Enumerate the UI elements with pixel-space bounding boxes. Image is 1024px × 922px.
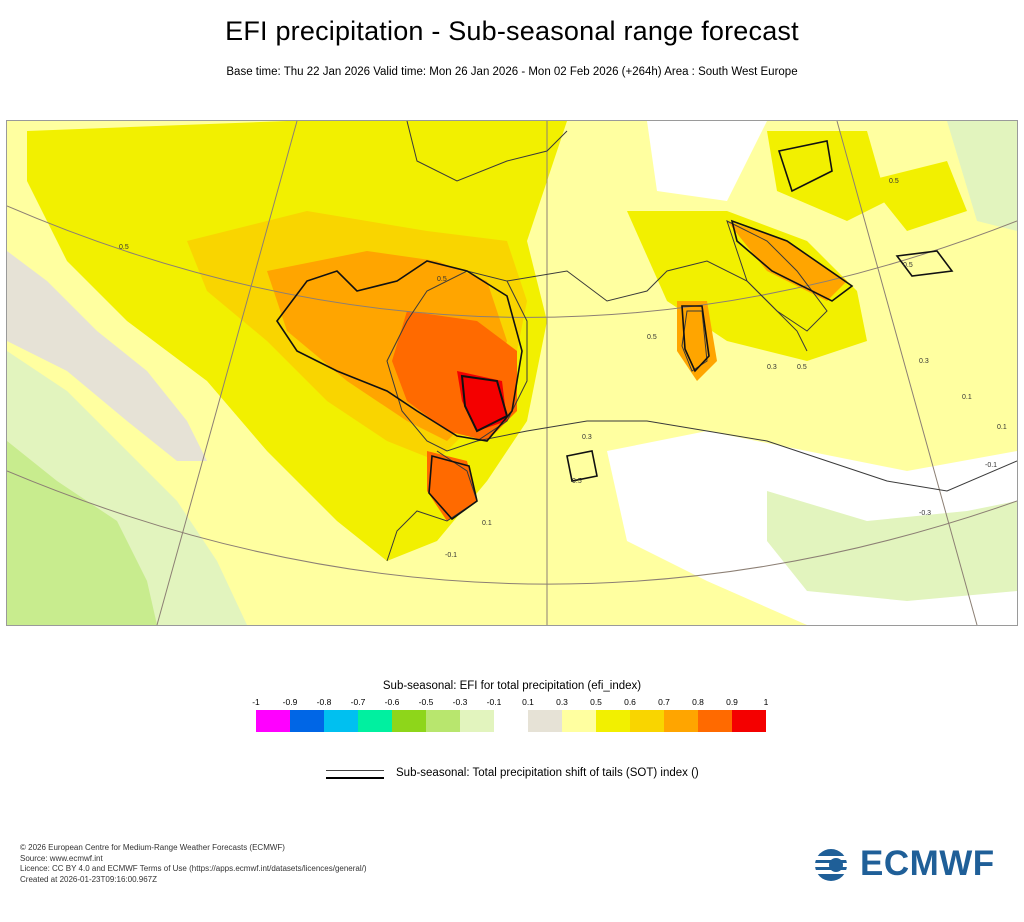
legend-tick-label: -0.8	[316, 697, 332, 707]
coast-italy	[726, 220, 828, 332]
contour-label: -0.1	[985, 462, 997, 469]
legend-swatch	[358, 710, 392, 732]
efi-map[interactable]: 0.5 0.5 0.3 0.5 0.3 0.3 0.5 0.5 -0.1 0.1…	[6, 120, 1018, 626]
contour-label: 0.5	[119, 244, 129, 251]
footer-created: Created at 2026-01-23T09:16:00.967Z	[20, 874, 157, 884]
contour-label: 0.5	[647, 334, 657, 341]
sot-contour-greece	[895, 250, 954, 277]
legend-tick-label: -0.3	[452, 697, 468, 707]
sot-contour-alps	[777, 140, 833, 193]
contour-labels: 0.5 0.5 0.3 0.5 0.3 0.3 0.5 0.5 -0.1 0.1…	[119, 178, 1007, 559]
legend-tick-label: 0.8	[692, 697, 704, 707]
contour-label: 0.3	[767, 364, 777, 371]
efi-0.5-region-italy	[627, 211, 867, 361]
neutral-band-atlantic	[7, 251, 207, 461]
sot-legend-label: Sub-seasonal: Total precipitation shift …	[396, 767, 699, 779]
graticule-parallel-1	[7, 205, 1017, 318]
legend-swatch	[732, 710, 766, 732]
legend-title: Sub-seasonal: EFI for total precipitatio…	[382, 680, 642, 692]
sot-contour-italy	[730, 219, 854, 302]
graticule-meridian-east	[836, 121, 978, 625]
legend-tick-label: -0.7	[350, 697, 366, 707]
legend-tick-label: 0.3	[556, 697, 568, 707]
legend-swatch	[324, 710, 358, 732]
contour-label: 0.5	[437, 276, 447, 283]
legend-swatch	[256, 710, 290, 732]
legend-tick-label: -0.1	[486, 697, 502, 707]
legend-swatch	[290, 710, 324, 732]
legend-swatch	[562, 710, 596, 732]
chart-subtitle: Base time: Thu 22 Jan 2026 Valid time: M…	[226, 66, 798, 78]
sot-legend-line-thick	[326, 777, 384, 779]
chart-title: EFI precipitation - Sub-seasonal range f…	[225, 16, 799, 46]
legend-swatch	[698, 710, 732, 732]
contour-label: 0.5	[903, 262, 913, 269]
footer: © 2026 European Centre for Medium-Range …	[20, 843, 367, 885]
sot-contour-sardinia	[681, 305, 710, 373]
legend-swatch	[528, 710, 562, 732]
map-canvas: 0.5 0.5 0.3 0.5 0.3 0.3 0.5 0.5 -0.1 0.1…	[7, 121, 1017, 625]
contour-label: 0.1	[997, 424, 1007, 431]
graticule	[7, 121, 1017, 625]
central-europe-neutral	[647, 121, 767, 201]
footer-copyright: © 2026 European Centre for Medium-Range …	[20, 843, 285, 852]
ecmwf-logo-text: ECMWF	[860, 844, 995, 883]
contour-label: -0.1	[445, 552, 457, 559]
north-africa-dry	[767, 491, 1017, 601]
footer-licence: Licence: CC BY 4.0 and ECMWF Terms of Us…	[20, 864, 367, 873]
legend-ticks: -1 -0.9 -0.8 -0.7 -0.6 -0.5 -0.3 -0.1 0.1 0.3 0.5 0…	[252, 697, 776, 709]
contour-label: 0.3	[582, 434, 592, 441]
coast-iberia	[386, 270, 528, 452]
legend-tick-label: -0.9	[282, 697, 298, 707]
graticule-meridian-west	[156, 121, 298, 625]
contour-label: 0.5	[572, 478, 582, 485]
legend-tick-label: 0.7	[658, 697, 670, 707]
legend-tick-label: -1	[252, 697, 260, 707]
contour-label: -0.3	[919, 510, 931, 517]
east-europe-dry	[947, 121, 1017, 231]
sot-legend-line-thin	[326, 770, 384, 771]
efi-0.5-region-alps	[767, 131, 887, 221]
efi-0.8-region-gibraltar	[427, 451, 477, 521]
sot-contours	[276, 140, 954, 521]
legend-tick-label: 0.5	[590, 697, 602, 707]
graticule-parallel-2	[7, 470, 1017, 585]
legend-swatch	[426, 710, 460, 732]
legend-swatch	[494, 710, 528, 732]
coast-north-africa	[476, 420, 1017, 492]
sot-contour-iberia	[276, 260, 523, 442]
legend-colorbar	[256, 710, 768, 732]
legend-tick-label: 0.9	[726, 697, 738, 707]
efi-0.5-region-balkans	[867, 161, 967, 231]
legend-swatch	[630, 710, 664, 732]
coast-mediterranean-north	[506, 260, 808, 352]
sot-contour-gibraltar	[428, 454, 478, 521]
legend-tick-label: 0.1	[522, 697, 534, 707]
contour-label: 0.3	[919, 358, 929, 365]
ecmwf-logo-icon	[814, 849, 858, 881]
coastlines	[386, 121, 1017, 562]
coast-morocco	[386, 450, 478, 562]
legend-tick-label: 1	[763, 697, 769, 707]
legend-swatch	[460, 710, 494, 732]
sot-contour-iberia-core	[460, 374, 509, 433]
legend-tick-label: 0.6	[624, 697, 636, 707]
contour-label: 0.1	[482, 520, 492, 527]
legend-swatch	[596, 710, 630, 732]
contour-label: 0.1	[962, 394, 972, 401]
legend-swatch	[664, 710, 698, 732]
legend-tick-label: -0.5	[418, 697, 434, 707]
negative-anomaly-atlantic-core	[7, 441, 157, 625]
legend-tick-label: -0.6	[384, 697, 400, 707]
contour-label: 0.5	[889, 178, 899, 185]
footer-source: Source: www.ecmwf.int	[20, 853, 103, 863]
coast-france-north	[406, 121, 568, 182]
legend-swatch	[392, 710, 426, 732]
sot-contour-algeria	[566, 450, 598, 482]
contour-label: 0.5	[797, 364, 807, 371]
